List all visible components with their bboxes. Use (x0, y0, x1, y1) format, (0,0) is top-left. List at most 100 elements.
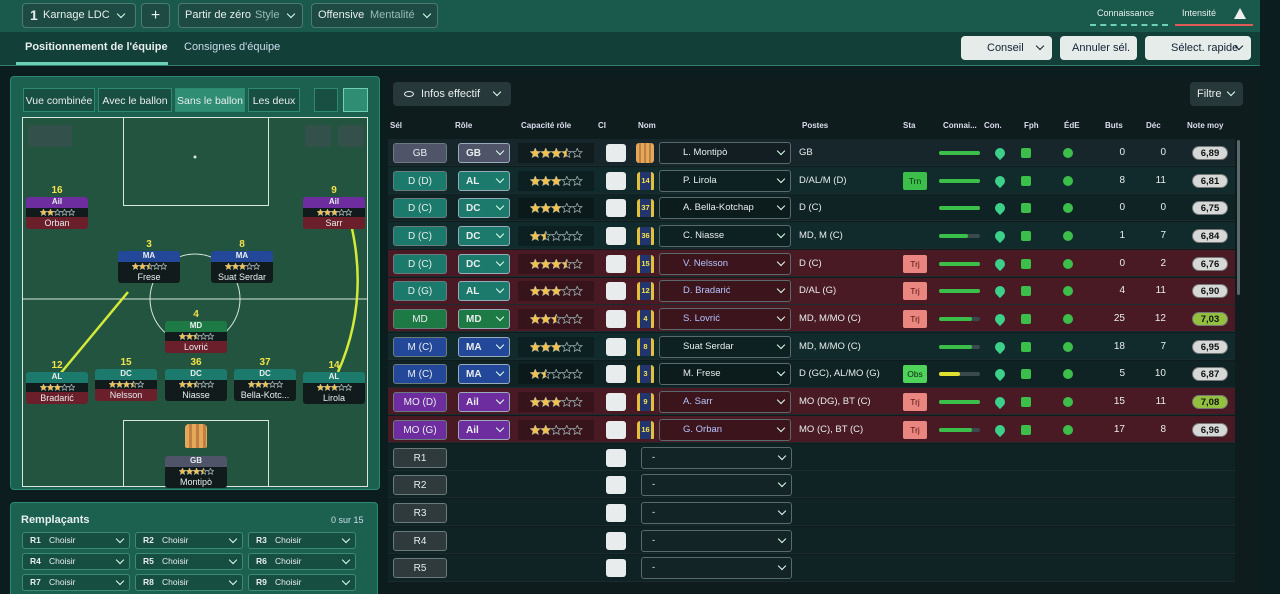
selection-button[interactable]: MD (393, 309, 447, 329)
role-select[interactable]: MA (458, 364, 510, 385)
player-name: A. Bella-Kotchap (683, 202, 754, 214)
sub-slot[interactable] (135, 574, 243, 591)
name-select[interactable] (659, 363, 791, 386)
positions: D (GC), AL/MO (G) (799, 368, 880, 380)
tab[interactable]: Positionnement de l'équipe (25, 41, 168, 53)
view-tab[interactable]: Sans le ballon (175, 88, 245, 112)
action-button[interactable]: Sélect. rapide (1145, 36, 1251, 60)
ci-button[interactable] (606, 254, 626, 273)
selection-button[interactable]: R3 (393, 502, 447, 523)
role-select[interactable]: DC (458, 225, 510, 246)
view-tab[interactable]: Avec le ballon (98, 88, 172, 112)
ci-button[interactable] (606, 310, 626, 328)
name-select[interactable] (659, 308, 791, 330)
style-select[interactable] (178, 3, 303, 28)
positions: MD, M/MO (C) (799, 340, 861, 352)
ci-button[interactable] (606, 143, 626, 162)
name-select[interactable] (659, 391, 791, 414)
selection-button[interactable]: MO (G) (393, 419, 447, 440)
pitch-tool[interactable] (305, 125, 331, 147)
ci-button[interactable] (606, 393, 626, 412)
name-select[interactable] (659, 335, 791, 358)
sub-id: R3 (256, 535, 267, 545)
selection-button[interactable]: R1 (393, 447, 447, 468)
selection-button[interactable]: R4 (393, 530, 447, 551)
name-select[interactable] (659, 418, 791, 441)
role-select[interactable]: MD (458, 309, 510, 329)
ci-button[interactable] (606, 199, 626, 218)
selection-button[interactable]: D (C) (393, 225, 447, 246)
name-select[interactable] (641, 446, 792, 469)
selection-button[interactable]: D (G) (393, 281, 447, 302)
sub-slot[interactable] (248, 574, 356, 591)
ci-button[interactable] (606, 337, 626, 356)
sub-slot[interactable] (248, 553, 356, 570)
role-select[interactable]: Ail (458, 419, 510, 440)
status-badge: Trj (903, 420, 927, 439)
name-select[interactable] (659, 252, 791, 275)
tab[interactable]: Consignes d'équipe (184, 41, 281, 53)
name-select[interactable] (659, 141, 791, 164)
row (388, 388, 1235, 416)
role-select[interactable]: MA (458, 336, 510, 357)
pitch-tool[interactable] (338, 125, 364, 147)
selection-button[interactable]: MO (D) (393, 392, 447, 413)
selection-button[interactable]: M (C) (393, 364, 447, 385)
add-button[interactable]: + (141, 3, 170, 28)
collapse-button[interactable] (343, 88, 368, 112)
ci-button[interactable] (606, 476, 626, 495)
warning-icon (1234, 8, 1246, 19)
name-select[interactable] (641, 557, 792, 580)
role-select[interactable]: AL (458, 281, 510, 302)
sub-slot[interactable] (135, 553, 243, 570)
ci-button[interactable] (606, 448, 626, 467)
status-badge: Trj (903, 254, 927, 273)
selection-button[interactable]: M (C) (393, 336, 447, 357)
name-select[interactable] (659, 280, 791, 303)
name-select[interactable] (659, 197, 791, 220)
ci-button[interactable] (606, 503, 626, 522)
ci-button[interactable] (606, 226, 626, 245)
selection-button[interactable]: R5 (393, 558, 447, 579)
sub-choice: Choisir (49, 556, 76, 566)
name-select[interactable] (641, 474, 792, 497)
view-icon-button[interactable] (314, 88, 338, 112)
role-select[interactable]: GB (458, 142, 510, 163)
role-select[interactable]: AL (458, 170, 510, 191)
sub-slot[interactable] (248, 532, 356, 549)
role-select[interactable]: DC (458, 198, 510, 219)
action-button[interactable]: Conseil (961, 36, 1052, 60)
name-select[interactable] (641, 529, 792, 552)
mentality-select[interactable] (311, 3, 438, 28)
selection-button[interactable]: D (C) (393, 198, 447, 219)
filter-button[interactable]: Filtre (1190, 82, 1243, 106)
tactic-select[interactable] (22, 3, 136, 28)
knowledge-bar (939, 427, 972, 432)
sub-slot[interactable] (22, 553, 130, 570)
ci-button[interactable] (606, 531, 626, 550)
selection-button[interactable]: R2 (393, 475, 447, 496)
name-select[interactable] (641, 501, 792, 524)
view-tab[interactable]: Les deux (248, 88, 300, 112)
sub-slot[interactable] (135, 532, 243, 549)
eye-button[interactable] (28, 125, 72, 147)
selection-button[interactable]: D (D) (393, 170, 447, 191)
sub-slot[interactable] (22, 574, 130, 591)
selection-button[interactable]: GB (393, 142, 447, 163)
decisive: 11 (1155, 285, 1166, 297)
action-button[interactable]: Annuler sél. (1060, 36, 1137, 60)
selection-button[interactable]: D (C) (393, 253, 447, 274)
ci-button[interactable] (606, 282, 626, 301)
ci-button[interactable] (606, 365, 626, 384)
ci-button[interactable] (606, 171, 626, 190)
role-select[interactable]: Ail (458, 392, 510, 413)
name-select[interactable] (659, 169, 791, 192)
ci-button[interactable] (606, 420, 626, 439)
view-tab[interactable]: Vue combinée (23, 88, 95, 112)
ci-button[interactable] (606, 559, 626, 578)
sub-slot[interactable] (22, 532, 130, 549)
role-select[interactable]: DC (458, 253, 510, 274)
name-select[interactable] (659, 224, 791, 247)
role-stars (178, 468, 214, 475)
